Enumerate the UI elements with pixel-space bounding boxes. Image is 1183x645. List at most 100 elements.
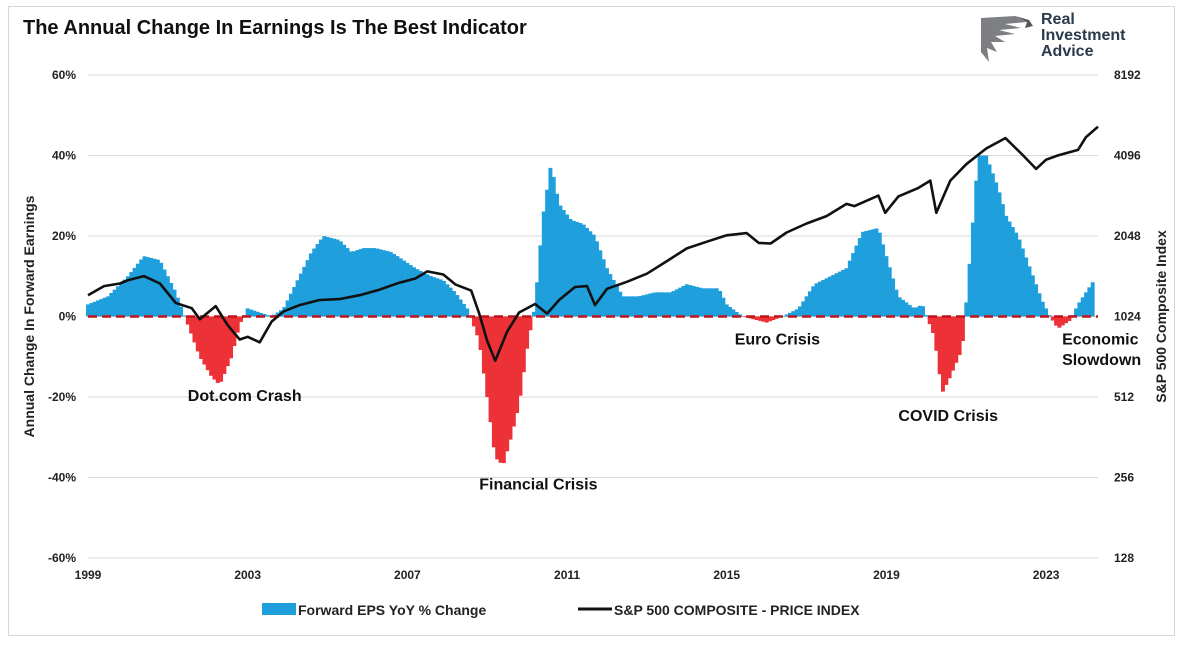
eps-bar [275, 312, 280, 317]
eps-bar [571, 220, 576, 317]
eps-bar [405, 262, 410, 317]
eps-bar [475, 316, 480, 336]
eps-bar [175, 297, 180, 317]
eps-bar [924, 315, 929, 317]
eps-bar [684, 284, 689, 317]
eps-bar [1064, 316, 1069, 324]
eps-bar [338, 241, 343, 317]
eps-bar [112, 289, 117, 317]
eps-bar [425, 274, 430, 317]
eps-bar [854, 245, 859, 317]
eps-bar [432, 277, 436, 317]
eps-bar [1020, 248, 1025, 317]
eps-bar [488, 316, 493, 423]
eps-bar [638, 296, 643, 317]
eps-bar [86, 304, 90, 317]
eps-bar [821, 279, 826, 317]
eps-bar [92, 301, 97, 317]
eps-bar [861, 231, 866, 317]
eps-bar [681, 285, 686, 317]
eps-bar [378, 249, 383, 317]
eps-bar [451, 291, 456, 317]
left-axis-label: Annual Change In Forward Earnings [21, 195, 37, 437]
eps-bar [688, 285, 693, 317]
eps-bar [917, 305, 922, 317]
left-tick-label: 0% [59, 310, 77, 324]
brand-logo: Real Investment Advice [975, 12, 1155, 68]
eps-bar [192, 316, 197, 343]
eps-bar [618, 291, 623, 317]
eps-bar [1000, 204, 1005, 317]
eps-bar [664, 292, 669, 317]
eps-bar [648, 293, 653, 317]
eps-bar [109, 293, 114, 317]
eps-bar [1060, 316, 1065, 326]
eps-bar [525, 316, 530, 349]
eps-bar [771, 316, 776, 321]
x-tick-label: 2011 [554, 568, 580, 582]
eps-bar [801, 301, 806, 317]
eps-bar [804, 296, 809, 317]
eps-bar [565, 214, 570, 317]
eps-bar [891, 278, 896, 317]
eps-bar [305, 260, 310, 317]
eps-bar [591, 234, 596, 317]
eps-bar [621, 296, 626, 317]
eps-bar [824, 278, 829, 317]
eps-bar [259, 312, 263, 317]
eps-bar [1067, 316, 1072, 321]
eps-bar [179, 306, 184, 317]
eps-bar [598, 250, 603, 317]
left-tick-label: -60% [48, 551, 76, 565]
eps-bar [328, 237, 333, 317]
eps-bar [1080, 297, 1085, 317]
eps-bar [1027, 266, 1032, 317]
eps-bar [837, 271, 842, 317]
x-tick-label: 1999 [75, 568, 102, 582]
eps-bar [265, 315, 270, 317]
eps-bar [1077, 302, 1082, 317]
eps-bar [841, 269, 846, 317]
eps-bar [235, 316, 240, 333]
eps-bar [498, 316, 503, 463]
eps-bar [555, 193, 560, 317]
eps-bar [694, 286, 699, 317]
eps-bar [288, 293, 293, 317]
eps-bar [651, 292, 656, 317]
eps-bar [142, 256, 147, 317]
eps-bar [165, 276, 170, 317]
eps-bar [857, 238, 862, 317]
eps-bar [152, 258, 157, 317]
eps-bar [362, 248, 367, 317]
eps-bar [904, 302, 909, 317]
legend-label-sp500: S&P 500 COMPOSITE - PRICE INDEX [614, 602, 860, 618]
eps-bar [1010, 227, 1015, 317]
eps-bar [791, 311, 796, 317]
eps-bar [1014, 232, 1019, 317]
eps-bar [927, 316, 932, 325]
eps-bar [874, 228, 879, 317]
eps-bar [558, 205, 563, 317]
eps-bar [169, 282, 174, 317]
eps-bar [189, 316, 194, 334]
eps-bar [931, 316, 935, 334]
eps-bar [398, 258, 403, 317]
eps-bar [698, 287, 703, 317]
eps-bar [548, 167, 553, 317]
eps-bar [365, 248, 370, 317]
eps-bar [1074, 308, 1079, 317]
eps-bar [974, 180, 979, 317]
eps-bar [249, 309, 253, 317]
eps-bar [352, 251, 357, 317]
eps-bar [471, 316, 476, 327]
eps-bar [867, 230, 872, 317]
eps-bar [608, 274, 613, 317]
eps-bar [105, 296, 110, 317]
eps-bar [1050, 316, 1055, 321]
legend-swatch-eps [262, 603, 296, 615]
eps-bar [781, 316, 786, 317]
eps-bar [501, 316, 506, 464]
eps-bar [382, 250, 387, 317]
eps-bar [887, 267, 892, 317]
